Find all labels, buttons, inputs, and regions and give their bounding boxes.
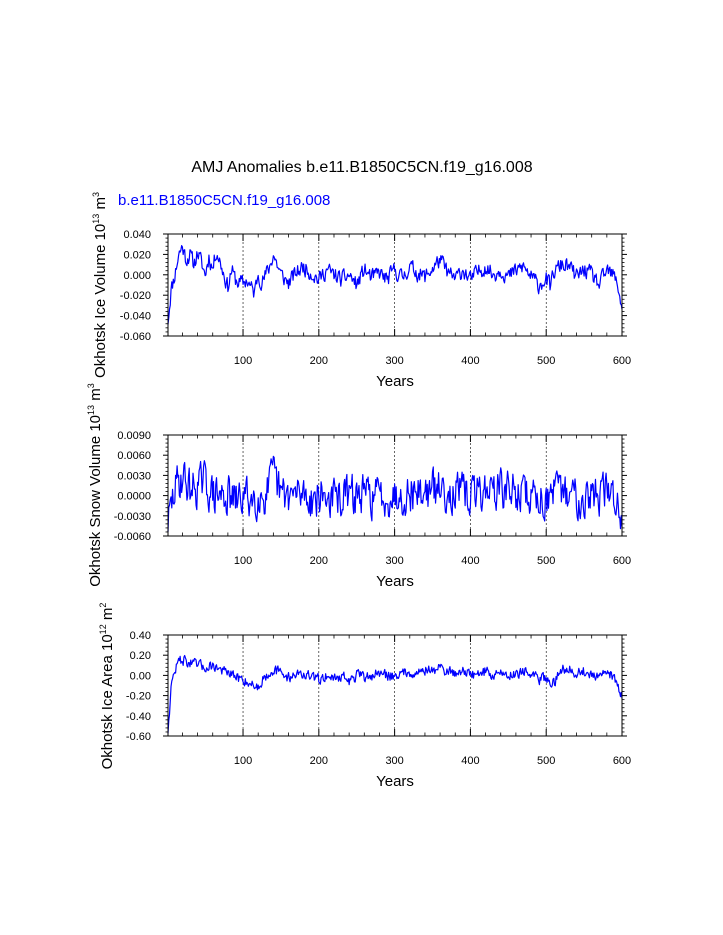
ice-area-ytick-label: -0.40 xyxy=(126,711,151,723)
ice-volume-series-line xyxy=(167,245,623,325)
ice-volume-plot-frame xyxy=(167,233,623,337)
ice-area-series-line xyxy=(167,654,623,734)
ice-volume-xtick-label: 400 xyxy=(461,355,479,367)
ice-volume-ytick-label: 0.040 xyxy=(123,229,151,241)
snow-volume-ytick-label: -0.0060 xyxy=(114,531,151,543)
snow-volume-panel: Okhotsk Snow Volume 1013 m3 Years 100 200… xyxy=(86,383,631,590)
figure-title: AMJ Anomalies b.e11.B1850C5CN.f19_g16.00… xyxy=(191,159,532,176)
ice-volume-ytick-label: -0.060 xyxy=(120,331,151,343)
snow-volume-xtick-label: 400 xyxy=(461,555,479,567)
ice-area-xtick-label: 500 xyxy=(537,755,555,767)
ice-area-xtick-label: 600 xyxy=(613,755,631,767)
ice-area-xtick-label: 400 xyxy=(461,755,479,767)
ice-volume-xlabel: Years xyxy=(376,373,414,390)
ice-area-xtick-label: 300 xyxy=(385,755,403,767)
ice-volume-ytick-label: 0.000 xyxy=(123,270,151,282)
ice-volume-ytick-label: -0.020 xyxy=(120,290,151,302)
snow-volume-xtick-label: 200 xyxy=(310,555,328,567)
ice-volume-xtick-label: 300 xyxy=(385,355,403,367)
ice-area-plot-frame xyxy=(167,634,623,737)
snow-volume-xtick-label: 500 xyxy=(537,555,555,567)
ice-volume-xtick-label: 200 xyxy=(310,355,328,367)
series-legend-label: b.e11.B1850C5CN.f19_g16.008 xyxy=(118,192,330,209)
snow-volume-xlabel: Years xyxy=(376,573,414,590)
ice-area-ytick-label: 0.20 xyxy=(130,650,151,662)
ice-area-ytick-label: -0.20 xyxy=(126,691,151,703)
ice-volume-ytick-label: 0.020 xyxy=(123,249,151,261)
snow-volume-ytick-label: 0.0030 xyxy=(117,470,151,482)
ice-volume-ytick-label: -0.040 xyxy=(120,311,151,323)
ice-area-ytick-label: 0.00 xyxy=(130,670,151,682)
snow-volume-xtick-label: 600 xyxy=(613,555,631,567)
snow-volume-ytick-label: 0.0000 xyxy=(117,491,151,503)
snow-volume-series-line xyxy=(167,455,623,532)
ice-area-xtick-label: 200 xyxy=(310,755,328,767)
ice-area-panel: Okhotsk Ice Area 1012 m2 Years 100 200 300… xyxy=(98,603,631,790)
snow-volume-ylabel: Okhotsk Snow Volume 1013 m3 xyxy=(86,383,104,586)
ice-area-xtick-label: 100 xyxy=(234,755,252,767)
ice-volume-ylabel: Okhotsk Ice Volume 1013 m3 xyxy=(91,192,109,378)
ice-area-ylabel: Okhotsk Ice Area 1012 m2 xyxy=(98,603,116,770)
ice-volume-panel: Okhotsk Ice Volume 1013 m3 Years 100 200 3… xyxy=(91,192,631,390)
snow-volume-xtick-label: 300 xyxy=(385,555,403,567)
ice-volume-xtick-label: 100 xyxy=(234,355,252,367)
ice-volume-xtick-label: 500 xyxy=(537,355,555,367)
snow-volume-ytick-label: -0.0030 xyxy=(114,511,151,523)
snow-volume-xtick-label: 100 xyxy=(234,555,252,567)
ice-area-ytick-label: -0.60 xyxy=(126,731,151,743)
snow-volume-ytick-label: 0.0090 xyxy=(117,430,151,442)
snow-volume-ytick-label: 0.0060 xyxy=(117,450,151,462)
ice-area-ytick-label: 0.40 xyxy=(130,630,151,642)
ice-area-xlabel: Years xyxy=(376,773,414,790)
ice-volume-xtick-label: 600 xyxy=(613,355,631,367)
